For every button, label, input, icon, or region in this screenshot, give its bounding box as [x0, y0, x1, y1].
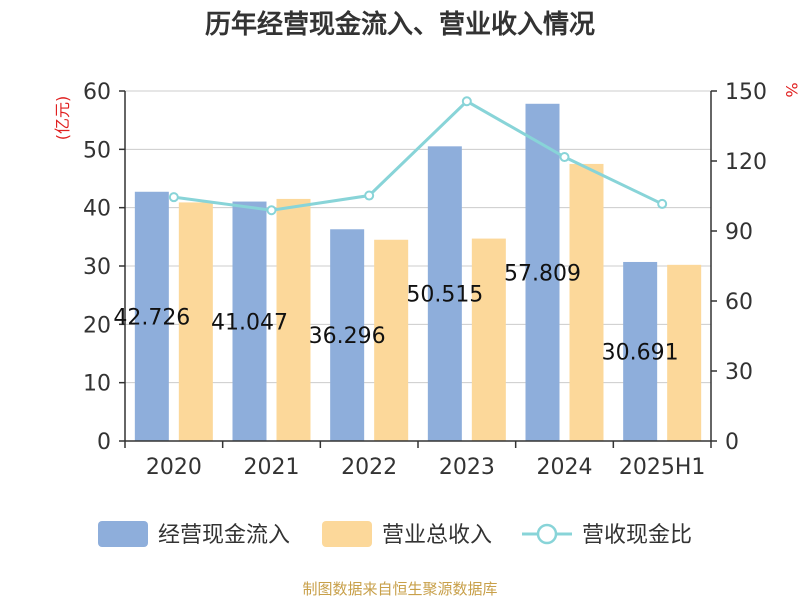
x-tick-label: 2023: [439, 455, 495, 480]
bars-layer: [134, 103, 702, 442]
legend-label: 经营现金流入: [158, 523, 290, 548]
ratio-point: [461, 96, 472, 107]
ratio-line: [173, 99, 663, 212]
legend: 经营现金流入 营业总收入 营收现金比: [98, 521, 692, 548]
right-axis-unit: %: [782, 82, 800, 97]
right-tick-label: 150: [725, 80, 767, 105]
ratio-point: [168, 192, 179, 203]
source-note: 制图数据来自恒生聚源数据库: [302, 580, 497, 598]
left-tick-label: 20: [83, 313, 111, 338]
bar-data-label: 36.296: [309, 324, 386, 349]
bar-revenue: [667, 264, 702, 441]
bar-revenue: [178, 202, 213, 441]
bar-cash-inflow: [330, 229, 365, 441]
left-tick-label: 60: [83, 80, 111, 105]
bar-cash-inflow: [134, 191, 169, 441]
line-layer: [168, 96, 668, 216]
bar-data-label: 41.047: [211, 310, 288, 335]
bar-revenue: [276, 198, 311, 441]
bar-cash-inflow: [427, 146, 462, 441]
ratio-point: [266, 205, 277, 216]
left-axis-unit: (亿元): [53, 96, 72, 141]
x-tick-label: 2024: [537, 455, 593, 480]
legend-label: 营收现金比: [582, 523, 692, 548]
axes-layer: 0 10 20 30 40 50 60 0 30 60 90 120 150 2020 2021 2022 20…: [83, 80, 767, 480]
data-labels-layer: 42.726 41.047 36.296 50.515 57.809 30.691: [113, 261, 678, 365]
right-tick-label: 0: [725, 430, 739, 455]
bar-revenue: [374, 239, 409, 441]
ratio-point: [657, 198, 668, 209]
legend-swatch-revenue: [322, 521, 372, 547]
bar-data-label: 57.809: [504, 261, 581, 286]
x-tick-label: 2022: [341, 455, 397, 480]
ratio-point: [559, 152, 570, 163]
bar-revenue: [471, 238, 506, 441]
x-tick-label: 2025H1: [619, 455, 706, 480]
legend-marker-ratio: [536, 523, 558, 545]
bar-cash-inflow: [525, 103, 560, 442]
grid-lines: [125, 90, 711, 384]
left-tick-label: 0: [97, 430, 111, 455]
left-tick-label: 10: [83, 372, 111, 397]
right-tick-label: 60: [725, 290, 753, 315]
right-tick-label: 120: [725, 150, 767, 175]
bar-data-label: 30.691: [602, 340, 679, 365]
legend-label: 营业总收入: [382, 523, 492, 548]
bar-data-label: 42.726: [113, 305, 190, 330]
bar-revenue: [569, 163, 604, 441]
x-tick-label: 2021: [244, 455, 300, 480]
left-tick-label: 30: [83, 255, 111, 280]
bar-cash-inflow: [623, 261, 658, 441]
ratio-point: [364, 190, 375, 201]
right-tick-label: 30: [725, 360, 753, 385]
chart-title: 历年经营现金流入、营业收入情况: [205, 9, 595, 40]
right-tick-label: 90: [725, 220, 753, 245]
bar-cash-inflow: [232, 201, 267, 441]
left-tick-label: 50: [83, 138, 111, 163]
legend-swatch-cash-inflow: [98, 521, 148, 547]
bar-data-label: 50.515: [406, 283, 483, 308]
x-tick-label: 2020: [146, 455, 202, 480]
left-tick-label: 40: [83, 197, 111, 222]
